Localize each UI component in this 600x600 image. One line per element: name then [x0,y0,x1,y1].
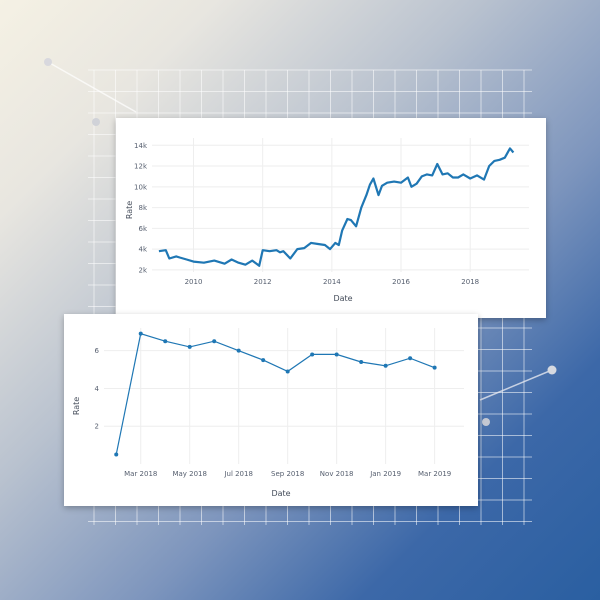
y-tick-label: 6k [138,225,147,233]
x-tick-label: 2012 [254,278,272,286]
x-tick-label: Jul 2018 [223,470,253,478]
data-point [285,369,290,374]
chart-card-historical: 2k 4k 6k 8k 10k 12k 14k 2010 2012 2014 2016 2018 R… [116,118,546,318]
decor-connector-top [47,61,137,113]
x-tick-label: 2010 [185,278,203,286]
x-tick-label: Mar 2019 [418,470,451,478]
x-tick-label: 2016 [392,278,410,286]
chart-card-recent: 2 4 6 Mar 2018 May 2018 Jul 2018 Sep 2018 Nov … [64,314,478,506]
data-point [432,365,437,370]
series-line-rate [115,332,435,455]
x-tick-label: Nov 2018 [320,470,354,478]
data-point [261,358,266,363]
y-tick-label: 4k [138,246,147,254]
data-point [187,344,192,349]
x-tick-label: 2018 [461,278,479,286]
y-axis-label: Rate [72,397,81,415]
y-tick-label: 4 [95,385,100,393]
data-point [310,352,315,357]
data-point [359,360,364,364]
y-axis-label: Rate [125,201,134,219]
x-tick-label: 2014 [323,278,341,286]
decor-node-bottom-right [547,365,557,375]
x-tick-label: Mar 2018 [124,470,157,478]
decor-node-top-right [92,118,100,126]
y-tick-label: 10k [134,183,148,191]
data-point [114,452,119,457]
y-tick-label: 12k [134,163,148,171]
y-tick-label: 6 [95,347,100,355]
data-point [138,331,143,336]
data-point [334,352,339,357]
decor-node-bottom-left [482,418,490,426]
series-line-rate [158,147,515,267]
data-point [408,356,413,361]
data-point [236,348,241,353]
x-axis-label: Date [333,294,352,303]
x-tick-label: Jan 2019 [369,470,401,478]
y-tick-label: 14k [134,142,148,150]
x-tick-label: May 2018 [172,470,207,478]
x-axis-label: Date [271,489,290,498]
decor-connector-bottom [479,369,553,401]
y-tick-label: 2 [95,423,99,431]
y-tick-label: 8k [138,204,147,212]
x-tick-label: Sep 2018 [271,470,304,478]
chart-recent-rate: 2 4 6 Mar 2018 May 2018 Jul 2018 Sep 2018 Nov … [72,328,464,498]
data-point [163,339,168,344]
data-point [383,363,388,368]
decor-node-top-left [44,58,52,66]
chart-historical-rate: 2k 4k 6k 8k 10k 12k 14k 2010 2012 2014 2016 2018 R… [125,138,529,303]
data-point [212,339,217,344]
y-tick-label: 2k [138,266,147,274]
